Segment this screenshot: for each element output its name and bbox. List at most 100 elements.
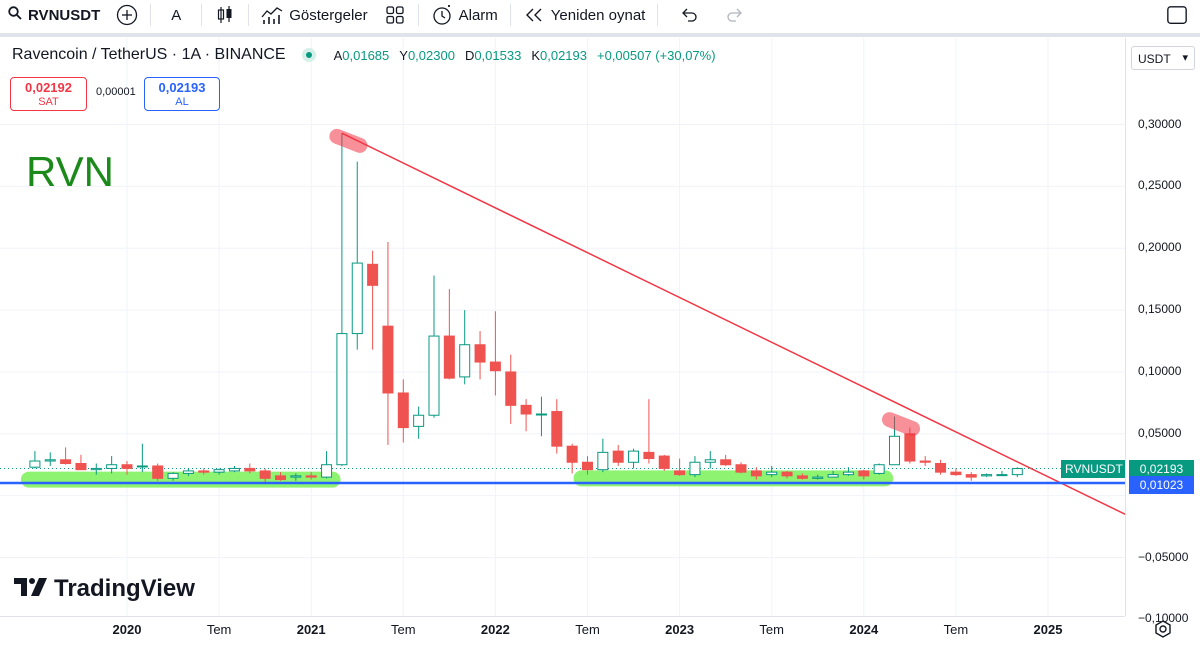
close-value: 0,02193 — [540, 47, 587, 63]
price-tick-label: 0,20000 — [1138, 240, 1182, 255]
candle-body — [382, 325, 394, 394]
time-tick-label: Tem — [391, 622, 416, 637]
spread-value: 0,00001 — [96, 86, 136, 98]
settings-gear-icon — [1154, 620, 1172, 642]
time-tick-label: Tem — [943, 622, 969, 637]
candle-body — [919, 460, 931, 463]
time-tick-label: 2024 — [849, 622, 879, 637]
candle-body — [75, 462, 87, 471]
low-key: D — [464, 47, 475, 63]
time-tick-label: 2021 — [296, 622, 326, 637]
replay-label: Yeniden oynat — [550, 6, 646, 24]
time-axis[interactable] — [0, 616, 1125, 646]
indicators-label: Göstergeler — [289, 6, 368, 24]
candle-body — [750, 470, 762, 477]
sell-price: 0,02192 — [25, 80, 72, 95]
open-value: 0,01685 — [342, 47, 390, 63]
candle-body — [965, 474, 977, 478]
candle-body — [1011, 468, 1023, 476]
price-tick-label: 0,30000 — [1138, 116, 1182, 131]
candle-body — [443, 335, 455, 379]
redo-icon — [724, 4, 746, 26]
toolbar-divider — [150, 4, 152, 26]
symbol-search[interactable]: RVNUSDT — [0, 0, 108, 30]
candle-body — [60, 459, 72, 464]
rewind-icon — [523, 4, 545, 26]
chart-type-button[interactable] — [206, 0, 244, 30]
compare-symbol-button[interactable] — [108, 0, 146, 30]
candle-body — [535, 413, 547, 416]
chart-settings-button[interactable] — [1154, 620, 1172, 643]
candle-body — [551, 411, 563, 447]
interval-label: A — [171, 6, 182, 24]
interval-button[interactable]: A — [155, 0, 197, 30]
indicators-button[interactable]: Göstergeler — [253, 0, 375, 30]
candle-body — [136, 465, 148, 468]
candle-body — [367, 263, 379, 286]
candle-body — [904, 433, 916, 462]
currency-select[interactable]: USDT ▾ — [1131, 46, 1195, 70]
candle-body — [152, 465, 164, 479]
toolbar-divider — [201, 4, 203, 26]
sell-label: SAT — [38, 96, 59, 108]
price-chart[interactable] — [0, 38, 1125, 616]
chart-legend: Ravencoin / TetherUS · 1A · BINANCE A0,0… — [12, 46, 716, 64]
toolbar-divider — [248, 4, 250, 26]
replay-button[interactable]: Yeniden oynat — [515, 0, 654, 30]
redo-button[interactable] — [716, 0, 754, 30]
undo-icon — [678, 4, 700, 26]
alarm-clock-icon — [431, 4, 453, 26]
ohlc-values: A0,01685 Y0,02300 D0,01533 K0,02193 +0,0… — [334, 48, 716, 63]
buy-button[interactable]: 0,02193 AL — [144, 77, 220, 111]
legend-title[interactable]: Ravencoin / TetherUS · 1A · BINANCE — [12, 46, 286, 63]
candle-body — [658, 455, 670, 469]
candle-body — [321, 464, 333, 478]
candle-body — [996, 474, 1008, 477]
candle-body — [397, 392, 409, 429]
highlight-marker — [329, 128, 368, 153]
undo-button[interactable] — [662, 0, 716, 30]
candle-body — [935, 462, 947, 473]
price-tick-label: 0,10000 — [1138, 363, 1182, 378]
candle-body — [351, 262, 363, 335]
buy-label: AL — [175, 96, 189, 108]
change-value: +0,00507 (+30,07%) — [597, 47, 716, 63]
time-tick-label: Tem — [759, 622, 784, 637]
candle-body — [29, 460, 41, 468]
time-tick-label: 2022 — [480, 622, 510, 637]
price-tick-label: 0,15000 — [1138, 302, 1182, 317]
alarm-button[interactable]: Alarm — [423, 0, 506, 30]
tradingview-logo[interactable]: TradingView — [14, 575, 195, 603]
candle-body — [290, 475, 302, 478]
candle-body — [459, 344, 471, 378]
candle-body — [582, 461, 593, 471]
trend-line — [341, 132, 1125, 516]
text-annotation[interactable]: RVN — [26, 148, 114, 195]
currency-label: USDT — [1138, 52, 1171, 66]
time-tick-label: 2025 — [1033, 622, 1063, 637]
time-tick-label: 2023 — [665, 622, 695, 637]
candle-body — [628, 450, 640, 463]
candle-body — [704, 459, 716, 463]
close-key: K — [531, 47, 540, 63]
high-key: Y — [399, 47, 408, 63]
market-status-icon[interactable] — [301, 48, 316, 62]
plus-circle-icon — [116, 4, 138, 26]
symbol-label: RVNUSDT — [28, 6, 101, 24]
sell-button[interactable]: 0,02192 SAT — [10, 77, 87, 111]
candle-body — [597, 451, 609, 471]
candle-body — [735, 464, 747, 473]
candle-body — [950, 471, 962, 476]
layouts-button[interactable] — [376, 0, 414, 30]
buy-price: 0,02193 — [158, 80, 206, 95]
fullscreen-button[interactable] — [1158, 0, 1200, 30]
price-axis[interactable] — [1125, 38, 1200, 616]
candle-body — [244, 467, 256, 472]
candle-body — [259, 470, 271, 479]
candles-icon — [214, 4, 236, 26]
candle-body — [889, 435, 900, 466]
toolbar-divider — [657, 4, 659, 26]
candle-body — [182, 470, 194, 474]
chevron-down-icon: ▾ — [1182, 52, 1188, 64]
highlight-marker — [882, 412, 920, 437]
